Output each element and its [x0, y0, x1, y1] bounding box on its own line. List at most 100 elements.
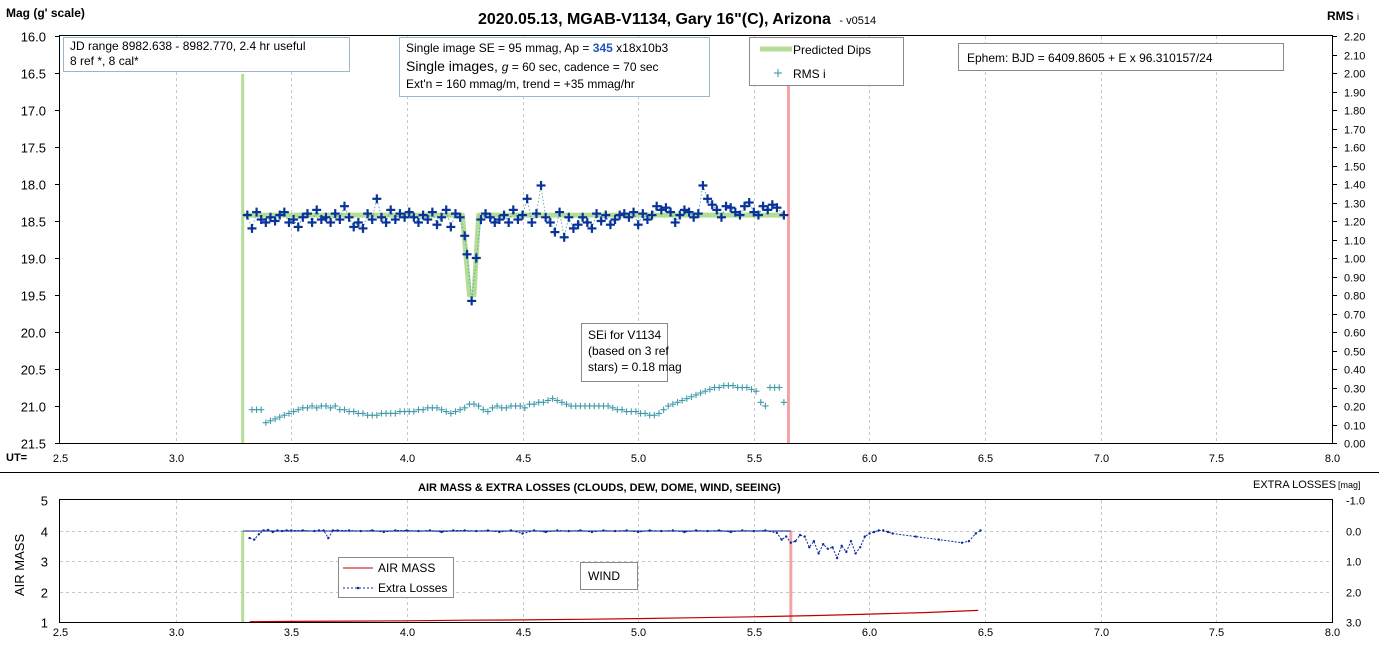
wind-label: WIND — [588, 569, 620, 583]
top-x-tick: 6.0 — [862, 453, 877, 465]
bottom-x-tick: 6.5 — [978, 627, 993, 639]
rms-point — [503, 404, 510, 412]
mag-point — [638, 209, 648, 219]
rms-point — [350, 408, 357, 415]
losses-point — [780, 538, 783, 541]
top-y2-tick: 1.20 — [1344, 217, 1365, 229]
mag-point — [744, 198, 754, 207]
legend-predicted-label: Predicted Dips — [793, 43, 871, 57]
mag-point — [335, 215, 345, 225]
mag-point — [275, 210, 285, 220]
losses-point — [613, 529, 617, 533]
losses-point — [486, 529, 490, 532]
mag-point — [353, 217, 363, 227]
losses-point — [301, 529, 304, 532]
mag-point — [289, 215, 299, 225]
bottom-x-tick: 3.0 — [169, 627, 184, 639]
rms-point — [461, 404, 468, 412]
losses-point — [808, 546, 811, 549]
losses-point — [394, 529, 397, 532]
bottom-x-tick: 2.5 — [53, 627, 68, 639]
mag-point — [587, 223, 597, 233]
losses-point — [331, 529, 335, 532]
losses-point — [803, 535, 806, 538]
bottom-x-tick: 3.5 — [284, 627, 299, 639]
rms-point — [433, 404, 441, 412]
mag-series — [242, 180, 789, 306]
mag-point — [564, 212, 574, 222]
losses-series — [248, 528, 982, 560]
bottom-y2-tick: 2.0 — [1346, 588, 1361, 600]
mag-point — [675, 210, 685, 220]
mag-point — [578, 212, 588, 222]
mag-point — [404, 207, 414, 217]
bottom-x-tick: 5.0 — [631, 627, 646, 639]
losses-point — [359, 529, 362, 533]
rms-point — [267, 417, 274, 424]
mag-point — [363, 209, 373, 219]
top-x-tick: 5.5 — [747, 453, 762, 465]
rms-point — [563, 400, 570, 408]
mag-point — [679, 205, 689, 215]
rms-point — [674, 399, 681, 406]
losses-point — [266, 528, 270, 532]
bottom-y2-tick: -1.0 — [1346, 496, 1365, 508]
losses-point — [671, 529, 675, 532]
mag-point — [707, 200, 717, 210]
top-x-tick: 3.5 — [284, 453, 299, 465]
bottom-ylabel: AIR MASS — [12, 534, 27, 596]
mag-point — [367, 215, 377, 225]
rms-point — [609, 404, 616, 412]
mag-point — [568, 223, 578, 233]
losses-point — [452, 529, 455, 532]
rms-series — [248, 382, 788, 426]
losses-point — [845, 550, 848, 554]
mag-point — [437, 212, 447, 222]
top-y2-tick: 0.50 — [1344, 347, 1365, 359]
chart-title: 2020.05.13, MGAB-V1134, Gary 16"(C), Ari… — [478, 11, 876, 29]
rms-point — [748, 386, 755, 393]
mag-point — [670, 217, 680, 227]
rms-point — [493, 402, 501, 410]
top-x-tick: 4.0 — [400, 453, 415, 465]
rms-point — [549, 395, 556, 402]
mag-point — [550, 227, 560, 237]
top-y2-tick: 0.90 — [1344, 273, 1365, 285]
rms-point — [285, 410, 293, 417]
bottom-y2-tick: 1.0 — [1346, 557, 1361, 569]
top-y-tick: 19.5 — [21, 289, 46, 304]
top-x-tick: 3.0 — [169, 453, 184, 465]
rms-point — [470, 400, 478, 408]
losses-point — [886, 530, 890, 534]
rms-point — [618, 406, 626, 413]
rms-point — [692, 391, 700, 399]
rms-point — [660, 406, 667, 413]
mag-point — [624, 212, 634, 222]
losses-point — [371, 529, 374, 532]
mag-point — [726, 203, 736, 213]
rms-point — [262, 419, 270, 426]
rms-point — [443, 408, 450, 415]
losses-point — [257, 533, 261, 536]
mag-point — [471, 253, 481, 263]
losses-point — [428, 529, 432, 532]
losses-line — [249, 529, 981, 560]
bottom-x-tick: 5.5 — [747, 627, 762, 639]
top-y-tick: 20.0 — [21, 326, 46, 341]
airmass-series — [249, 609, 979, 623]
top-y2-tick: 1.10 — [1344, 236, 1365, 248]
top-y2-tick: 2.00 — [1344, 69, 1365, 81]
losses-point — [877, 529, 880, 532]
mag-point — [476, 215, 486, 225]
losses-point — [579, 529, 582, 532]
info-line-1: JD range 8982.638 - 8982.770, 2.4 hr use… — [70, 39, 306, 53]
mag-point — [779, 210, 789, 220]
top-y2-tick: 2.20 — [1344, 32, 1365, 44]
bottom-x-tick: 8.0 — [1325, 627, 1340, 639]
rms-point — [341, 406, 348, 413]
top-y-tick: 20.5 — [21, 363, 46, 378]
mag-point — [381, 217, 391, 227]
mag-point — [284, 217, 294, 227]
bottom-y2-tick: 3.0 — [1346, 618, 1361, 630]
info-box: JD range 8982.638 - 8982.770, 2.4 hr use… — [63, 37, 350, 72]
